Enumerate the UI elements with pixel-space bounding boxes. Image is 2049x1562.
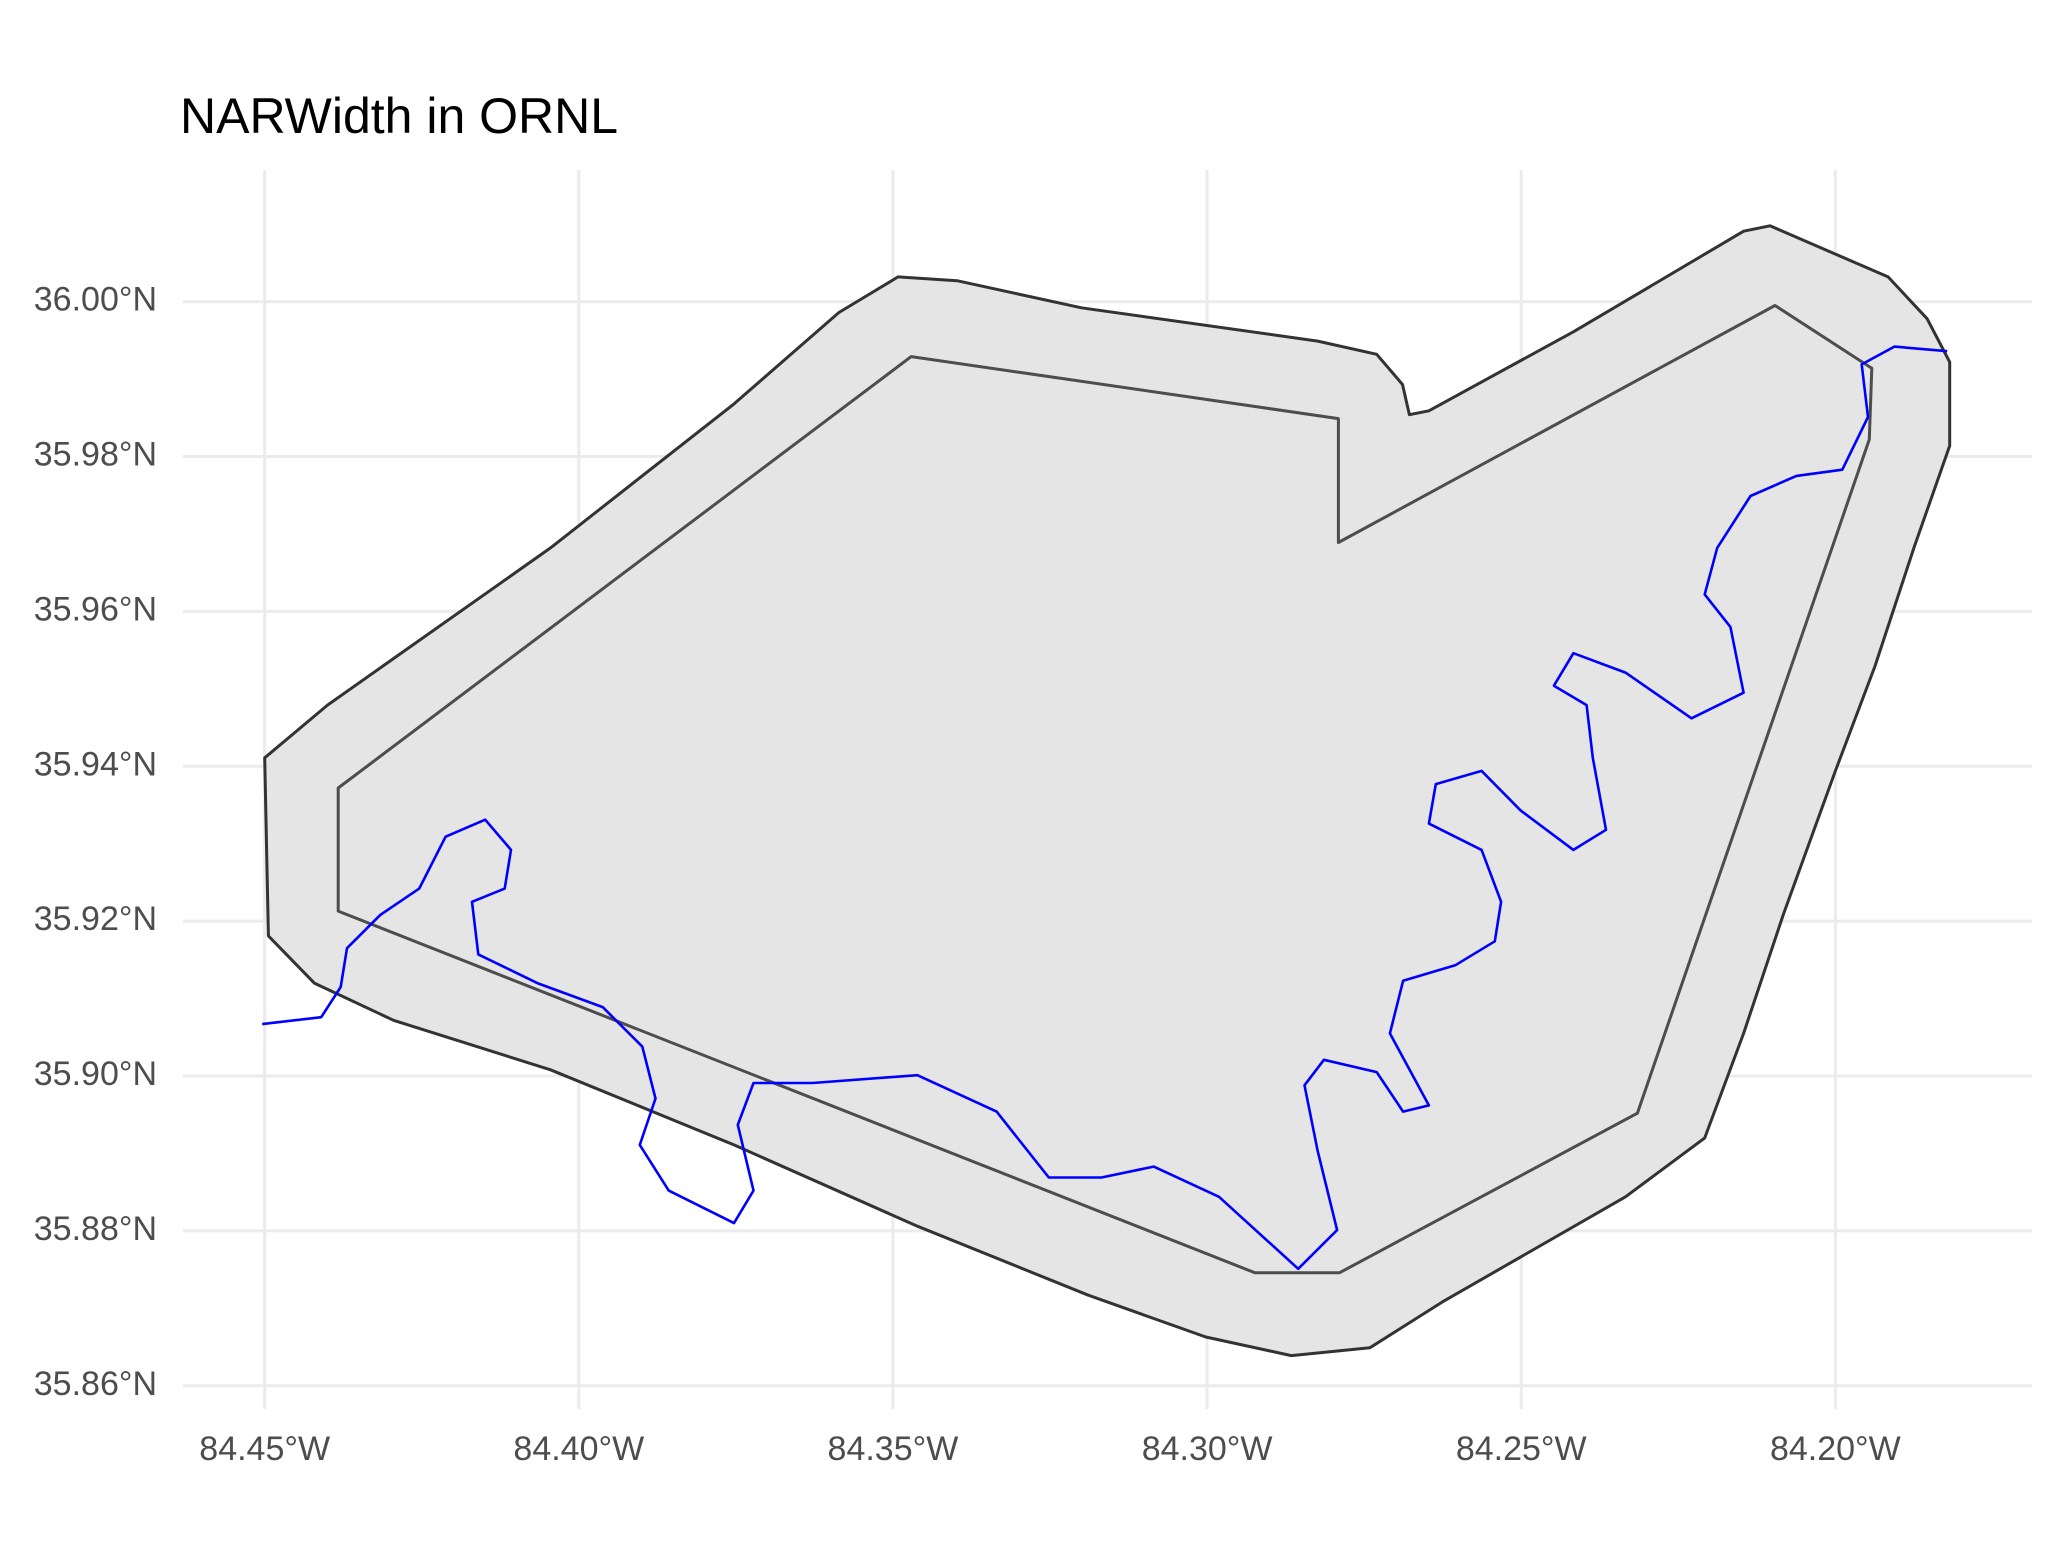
x-tick-label: 84.20°W xyxy=(1770,1430,1901,1468)
x-tick-label: 84.30°W xyxy=(1142,1430,1273,1468)
y-tick-label: 35.86°N xyxy=(34,1365,157,1403)
x-tick-label: 84.45°W xyxy=(199,1430,330,1468)
y-tick-label: 36.00°N xyxy=(34,281,157,319)
x-tick-label: 84.40°W xyxy=(513,1430,644,1468)
boundary-polygon xyxy=(263,224,1952,1358)
x-tick-label: 84.35°W xyxy=(828,1430,959,1468)
y-tick-label: 35.92°N xyxy=(34,900,157,938)
y-tick-label: 35.88°N xyxy=(34,1210,157,1248)
y-tick-label: 35.96°N xyxy=(34,590,157,628)
y-tick-label: 35.94°N xyxy=(34,745,157,783)
boundary-polygon xyxy=(336,304,1874,1275)
y-tick-label: 35.90°N xyxy=(34,1055,157,1093)
x-tick-label: 84.25°W xyxy=(1456,1430,1587,1468)
chart-title: NARWidth in ORNL xyxy=(180,88,618,144)
y-tick-label: 35.98°N xyxy=(34,436,157,474)
river-line xyxy=(262,345,1948,1271)
